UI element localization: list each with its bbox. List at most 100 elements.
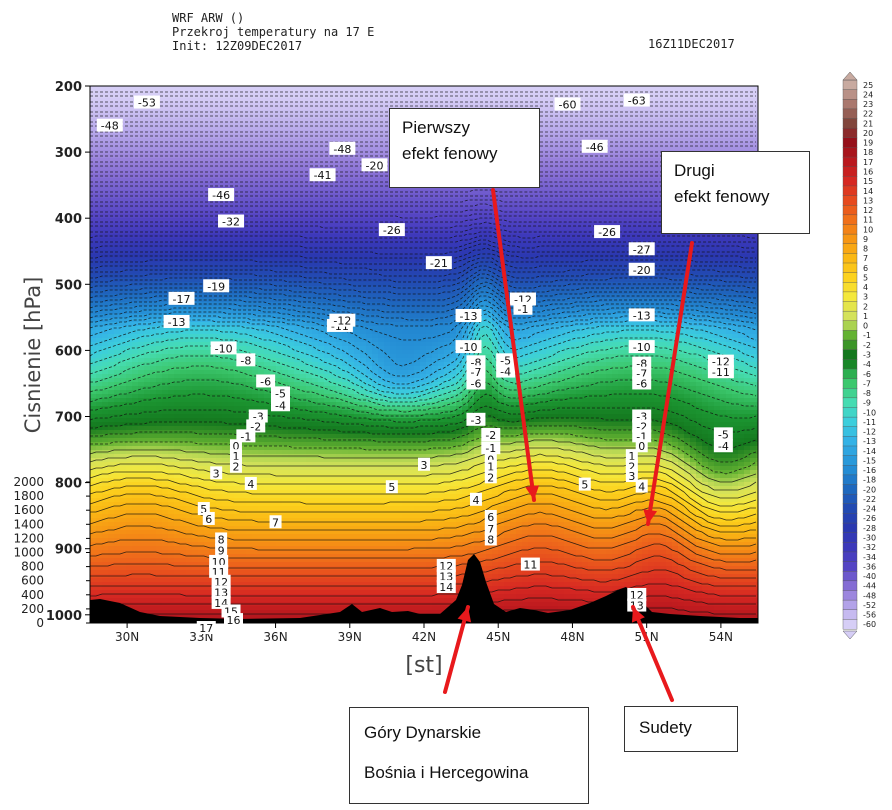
- colorbar-tick-label: -1: [863, 331, 871, 340]
- isotherm-label: 5: [197, 502, 210, 516]
- colorbar-swatch: [842, 426, 858, 437]
- colorbar-tick-label: 5: [863, 273, 868, 282]
- colorbar-tick-label: 22: [863, 110, 873, 119]
- colorbar-swatch: [842, 205, 858, 216]
- colorbar-top-arrow: [842, 71, 858, 81]
- y-tick-label: 1000: [46, 609, 82, 624]
- colorbar-swatch: [842, 590, 858, 601]
- isotherm-label: -6: [256, 374, 276, 388]
- isotherm-label: 4: [469, 492, 482, 507]
- isotherm-label: 4: [244, 476, 257, 491]
- colorbar-swatch: [842, 484, 858, 495]
- chart-title: Przekroj temperatury na 17 E: [172, 25, 375, 39]
- isotherm-label: 9: [215, 543, 228, 558]
- init-time: Init: 12Z09DEC2017: [172, 39, 303, 53]
- colorbar-tick-label: -8: [863, 389, 871, 398]
- colorbar-swatch: [842, 503, 858, 514]
- isotherm-label: 17: [196, 621, 216, 635]
- isotherm-label: 2: [484, 470, 497, 484]
- colorbar-swatch: [842, 310, 858, 322]
- isotherm-label: -10: [628, 340, 655, 354]
- isotherm-label: -2: [481, 428, 501, 442]
- colorbar-swatch: [842, 176, 858, 187]
- y-tick-label: 600: [55, 344, 82, 359]
- isotherm-label: -11: [707, 365, 734, 379]
- arrow-sudety: [631, 605, 674, 702]
- colorbar-tick-label: 8: [863, 245, 868, 254]
- height-tick-label: 600: [21, 574, 44, 588]
- isotherm-label: -19: [203, 279, 230, 293]
- isotherm-label: -46: [208, 188, 235, 202]
- height-tick-label: 0: [36, 616, 44, 630]
- isotherm-label: -48: [96, 118, 123, 133]
- colorbar-swatch: [842, 474, 858, 486]
- colorbar-swatch: [842, 561, 858, 572]
- colorbar-tick-label: 4: [863, 283, 868, 292]
- colorbar-tick-label: -48: [863, 591, 876, 600]
- isotherm-label: -3: [248, 409, 268, 424]
- colorbar-swatch: [842, 320, 858, 331]
- isotherm-label: -60: [554, 97, 581, 112]
- x-tick-label: 42N: [412, 630, 436, 644]
- colorbar-swatch: [842, 359, 858, 370]
- colorbar-swatch: [842, 397, 858, 408]
- colorbar-swatch: [842, 118, 858, 129]
- height-tick-label: 1800: [13, 489, 44, 503]
- colorbar-tick-label: -7: [863, 379, 871, 388]
- dinaric-line2: Bośnia i Hercegowina: [364, 762, 529, 782]
- model-name: WRF ARW (): [172, 11, 245, 25]
- isotherm-label: 7: [269, 515, 282, 529]
- colorbar-tick-label: -14: [863, 447, 876, 456]
- y-tick-label: 500: [55, 278, 82, 293]
- colorbar-swatch: [842, 127, 858, 139]
- y-tick-label: 200: [55, 80, 82, 95]
- isotherm-label: 3: [625, 468, 638, 483]
- x-tick-label: 54N: [709, 630, 733, 644]
- isotherm-label: 1: [625, 449, 638, 463]
- colorbar-swatch: [842, 262, 858, 274]
- colorbar-swatch: [842, 493, 858, 505]
- isotherm-label: -17: [168, 291, 195, 306]
- isotherm-label: -1: [481, 441, 501, 455]
- colorbar-tick-label: -52: [863, 601, 876, 610]
- colorbar-swatch: [842, 147, 858, 158]
- colorbar-swatch: [842, 388, 858, 399]
- y-tick-label: 300: [55, 146, 82, 161]
- isotherm-label: 11: [520, 557, 540, 572]
- colorbar-swatch: [842, 233, 858, 245]
- isotherm-label: 14: [436, 580, 456, 594]
- colorbar-swatch: [842, 378, 858, 389]
- colorbar-tick-label: 14: [863, 187, 873, 196]
- colorbar-tick-label: 7: [863, 254, 868, 263]
- colorbar-swatch: [842, 571, 858, 582]
- isotherm-label: -26: [378, 223, 405, 237]
- isotherm-label: -20: [361, 158, 388, 172]
- colorbar-tick-label: 19: [863, 139, 873, 148]
- colorbar-tick-label: -16: [863, 466, 876, 475]
- isotherm-label: -20: [628, 262, 655, 277]
- colorbar-swatch: [842, 282, 858, 293]
- colorbar-tick-label: 6: [863, 264, 868, 273]
- colorbar-swatch: [842, 465, 858, 476]
- dinaric-line1: Góry Dynarskie: [364, 723, 482, 742]
- colorbar-swatch: [842, 436, 858, 447]
- colorbar-tick-label: 11: [863, 216, 873, 225]
- colorbar-swatch: [842, 89, 858, 100]
- colorbar-tick-label: 16: [863, 168, 873, 177]
- colorbar-swatch: [842, 253, 858, 264]
- isotherm-label: 8: [484, 532, 497, 546]
- arrow-first-foehn: [491, 188, 540, 502]
- colorbar-tick-label: -20: [863, 485, 876, 494]
- isotherm-label: 16: [223, 613, 243, 627]
- isotherm-label: 7: [484, 521, 497, 536]
- height-tick-label: 1600: [13, 503, 44, 517]
- colorbar-tick-label: -30: [863, 534, 876, 543]
- colorbar-swatch: [842, 349, 858, 360]
- colorbar-swatch: [842, 599, 858, 611]
- isotherm-label: -5: [713, 427, 733, 441]
- colorbar-tick-label: -6: [863, 370, 871, 379]
- colorbar-tick-label: -22: [863, 495, 876, 504]
- colorbar-tick-label: -9: [863, 399, 871, 408]
